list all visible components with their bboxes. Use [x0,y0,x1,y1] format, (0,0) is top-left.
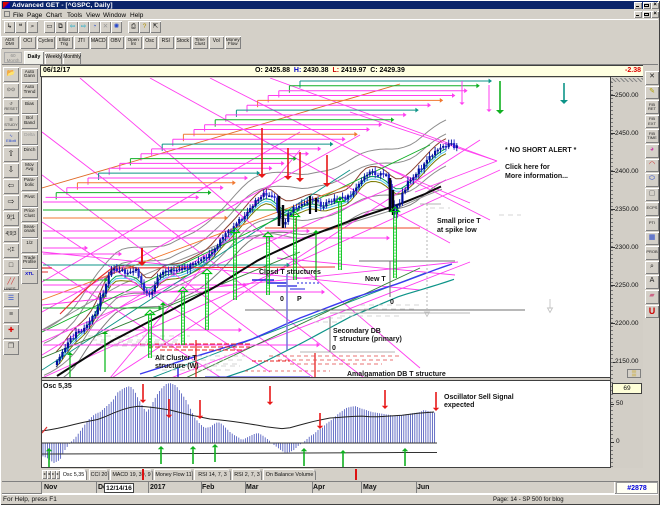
svg-text:More information...: More information... [505,173,568,180]
svg-text:Clpsd T structures: Clpsd T structures [259,269,321,276]
svg-text:Small price T: Small price T [437,218,481,225]
svg-text:at spike low: at spike low [437,227,477,234]
svg-text:structure (W): structure (W) [155,363,199,370]
svg-text:P: P [297,296,302,303]
svg-text:Oscillator Sell Signal: Oscillator Sell Signal [444,394,514,401]
svg-text:T structure (primary): T structure (primary) [333,336,402,343]
svg-text:expected: expected [444,402,474,409]
svg-text:Amalgamation DB T structure: Amalgamation DB T structure [347,371,446,378]
svg-text:New T: New T [365,276,386,283]
svg-text:0: 0 [332,345,336,352]
svg-text:Secondary DB: Secondary DB [333,328,381,335]
svg-text:* NO SHORT ALERT *: * NO SHORT ALERT * [505,147,577,154]
svg-text:Click here for: Click here for [505,164,550,171]
svg-text:Osc 5,35: Osc 5,35 [43,383,72,390]
svg-text:0: 0 [280,296,284,303]
svg-text:Alt Cluster T: Alt Cluster T [155,355,197,362]
svg-text:0: 0 [390,299,394,306]
